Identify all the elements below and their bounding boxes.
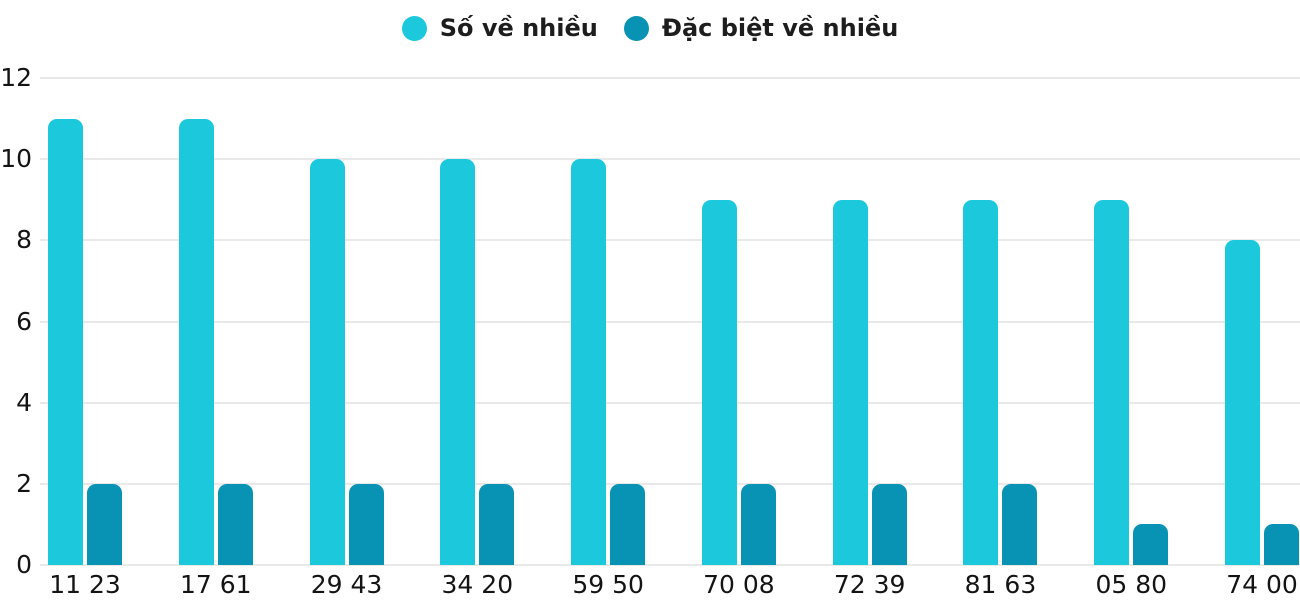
bar-ac-biet-ve-nhieu[interactable]	[217, 483, 253, 565]
bar-so-ve-nhieu[interactable]	[440, 159, 476, 565]
bar-ac-biet-ve-nhieu[interactable]	[1133, 524, 1169, 565]
y-axis-tick-label: 2	[16, 468, 32, 498]
x-axis-category-label: 17 61	[179, 570, 252, 599]
bar-ac-biet-ve-nhieu[interactable]	[87, 483, 122, 565]
bar-so-ve-nhieu[interactable]	[309, 159, 345, 565]
legend-label-dac-biet-ve-nhieu: Đặc biệt về nhiều	[661, 14, 899, 42]
bar-so-ve-nhieu[interactable]	[571, 159, 607, 565]
gridline-y0	[40, 564, 1300, 566]
bar-so-ve-nhieu[interactable]	[963, 199, 999, 565]
legend-swatch-dac-biet-ve-nhieu-icon	[623, 15, 649, 41]
legend: Số về nhiều Đặc biệt về nhiều	[0, 12, 1300, 44]
y-axis-tick-label: 6	[16, 306, 32, 336]
bar-ac-biet-ve-nhieu[interactable]	[740, 483, 776, 565]
x-axis-category-label: 29 43	[310, 570, 383, 599]
bar-so-ve-nhieu[interactable]	[832, 199, 868, 565]
y-axis-tick-label: 10	[0, 144, 32, 174]
legend-item-dac-biet-ve-nhieu[interactable]: Đặc biệt về nhiều	[623, 14, 899, 42]
gridline-y6	[40, 320, 1300, 323]
legend-item-so-ve-nhieu[interactable]: Số về nhiều	[401, 14, 598, 42]
y-axis-tick-label: 12	[0, 63, 32, 92]
x-axis-category-label: 34 20	[441, 570, 514, 599]
legend-swatch-so-ve-nhieu-icon	[401, 15, 427, 41]
bar-ac-biet-ve-nhieu[interactable]	[479, 483, 515, 565]
bar-so-ve-nhieu[interactable]	[1225, 240, 1261, 565]
bar-ac-biet-ve-nhieu[interactable]	[348, 483, 384, 565]
x-axis-category-label: 81 63	[964, 570, 1037, 599]
gridline-y2	[40, 482, 1300, 485]
bar-ac-biet-ve-nhieu[interactable]	[1002, 483, 1038, 565]
gridline-y8	[40, 239, 1300, 242]
bar-so-ve-nhieu[interactable]	[48, 118, 83, 565]
x-axis-category-label: 70 08	[703, 570, 775, 599]
gridline-y4	[40, 401, 1300, 404]
x-axis-category-label: 72 39	[833, 570, 906, 599]
bar-so-ve-nhieu[interactable]	[701, 199, 737, 565]
x-axis-category-label: 05 80	[1095, 570, 1168, 599]
bar-ac-biet-ve-nhieu[interactable]	[871, 483, 907, 565]
gridline-y10	[40, 158, 1300, 161]
y-axis-tick-label: 0	[16, 550, 32, 579]
x-axis-category-label: 74 00	[1226, 570, 1298, 599]
y-axis-tick-label: 4	[16, 387, 32, 417]
x-axis-category-label: 59 50	[572, 570, 644, 599]
legend-label-so-ve-nhieu: Số về nhiều	[439, 14, 598, 42]
gridline-y12	[40, 77, 1300, 79]
bar-ac-biet-ve-nhieu[interactable]	[1264, 524, 1300, 565]
x-axis-category-label: 11 23	[49, 570, 121, 599]
y-axis-tick-label: 8	[16, 225, 32, 255]
bar-ac-biet-ve-nhieu[interactable]	[610, 483, 646, 565]
bar-so-ve-nhieu[interactable]	[1094, 199, 1130, 565]
bar-so-ve-nhieu[interactable]	[178, 118, 214, 565]
